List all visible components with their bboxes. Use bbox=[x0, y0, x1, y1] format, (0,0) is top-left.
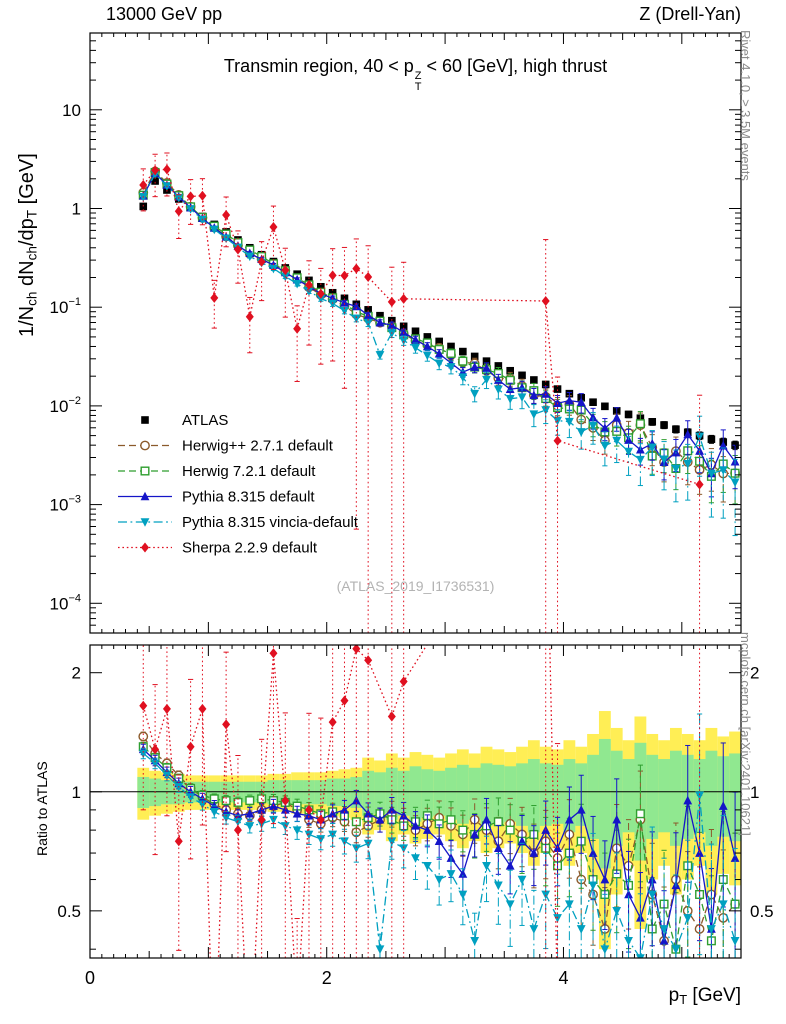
legend-label-sherpa: Sherpa 2.2.9 default bbox=[182, 540, 318, 557]
svg-text:4: 4 bbox=[558, 968, 568, 988]
band-green-bin bbox=[433, 770, 446, 816]
band-green-bin bbox=[527, 759, 540, 833]
band-green-bin bbox=[669, 750, 682, 846]
band-green-bin bbox=[492, 764, 505, 824]
band-green-bin bbox=[338, 778, 351, 807]
band-green-bin bbox=[421, 769, 434, 818]
legend-item-herwigpp: Herwig++ 2.7.1 default bbox=[118, 438, 334, 455]
legend: ATLAS Herwig++ 2.7.1 default Herwig 7.2.1 … bbox=[118, 412, 359, 557]
band-green-bin bbox=[622, 759, 635, 833]
series-sherpa-ratio bbox=[139, 645, 701, 958]
series-atlas-main bbox=[139, 177, 739, 451]
svg-text:0.5: 0.5 bbox=[750, 902, 774, 921]
svg-text:2: 2 bbox=[72, 664, 81, 683]
legend-item-sherpa: Sherpa 2.2.9 default bbox=[118, 540, 318, 557]
legend-item-atlas: ATLAS bbox=[141, 412, 228, 429]
legend-label-atlas: ATLAS bbox=[182, 412, 228, 429]
band-green-bin bbox=[374, 772, 386, 814]
band-green-bin bbox=[445, 767, 457, 820]
legend-label-herwig7: Herwig 7.2.1 default bbox=[182, 463, 316, 480]
svg-text:1: 1 bbox=[72, 783, 81, 802]
svg-text:0: 0 bbox=[85, 968, 95, 988]
band-green-bin bbox=[137, 776, 150, 808]
band-green-bin bbox=[598, 738, 611, 869]
svg-text:1: 1 bbox=[72, 199, 81, 218]
svg-text:10: 10 bbox=[62, 101, 81, 120]
legend-item-vincia: Pythia 8.315 vincia-default bbox=[118, 514, 359, 531]
svg-text:0.5: 0.5 bbox=[57, 902, 81, 921]
band-green-bin bbox=[587, 754, 599, 839]
legend-label-vincia: Pythia 8.315 vincia-default bbox=[182, 514, 359, 531]
svg-text:10−1: 10−1 bbox=[50, 296, 81, 317]
series-sherpa-main bbox=[139, 152, 704, 633]
rivet-version-label: Rivet 4.1.0, ≥ 3.5M events bbox=[738, 30, 753, 181]
band-green-bin bbox=[326, 778, 339, 807]
main-panel-frame bbox=[89, 32, 742, 634]
band-green-bin bbox=[646, 754, 659, 839]
band-green-bin bbox=[362, 770, 375, 816]
beam-energy-label: 13000 GeV pp bbox=[106, 4, 223, 24]
svg-text:1: 1 bbox=[750, 783, 759, 802]
main-y-axis-title: 1/Nch dNch/dpT [GeV] bbox=[16, 153, 40, 337]
band-green-bin bbox=[705, 750, 718, 846]
legend-item-pythia: Pythia 8.315 default bbox=[118, 489, 315, 506]
svg-text:2: 2 bbox=[750, 664, 759, 683]
band-green-bin bbox=[658, 759, 670, 833]
band-green-bin bbox=[409, 766, 422, 822]
legend-label-pythia: Pythia 8.315 default bbox=[182, 489, 315, 506]
axis-ticks: 10 1 10−1 10−2 10−3 10−4 2 2 1 1 0.5 0.5 0 2 4 bbox=[50, 33, 774, 988]
process-label: Z (Drell-Yan) bbox=[639, 4, 741, 24]
ratio-panel-frame bbox=[89, 644, 742, 959]
analysis-id-watermark: (ATLAS_2019_I1736531) bbox=[336, 578, 495, 594]
x-axis-title: pT [GeV] bbox=[668, 985, 741, 1008]
svg-text:10−4: 10−4 bbox=[50, 592, 81, 613]
series-vincia-main bbox=[138, 170, 740, 537]
band-green-bin bbox=[468, 767, 481, 820]
svg-text:2: 2 bbox=[322, 968, 332, 988]
band-green-bin bbox=[516, 763, 528, 826]
plot-title-sub: T bbox=[414, 81, 422, 93]
plot-title-pre: Transmin region, 40 < p bbox=[223, 56, 414, 76]
band-green-bin bbox=[480, 763, 493, 826]
mcplots-reference-label: mcplots.cern.ch [arXiv:2401.10621] bbox=[738, 632, 753, 836]
plot-title-post: < 60 [GeV], high thrust bbox=[421, 56, 608, 76]
band-green-bin bbox=[397, 770, 410, 816]
band-green-bin bbox=[504, 766, 517, 822]
legend-item-herwig7: Herwig 7.2.1 default bbox=[118, 463, 316, 480]
plot-title-sup: Z bbox=[414, 70, 422, 82]
svg-text:10−3: 10−3 bbox=[50, 494, 81, 515]
svg-text:10−2: 10−2 bbox=[50, 395, 81, 416]
legend-label-herwigpp: Herwig++ 2.7.1 default bbox=[182, 438, 334, 455]
band-green-bin bbox=[456, 764, 469, 824]
ratio-y-axis-title: Ratio to ATLAS bbox=[34, 761, 50, 856]
